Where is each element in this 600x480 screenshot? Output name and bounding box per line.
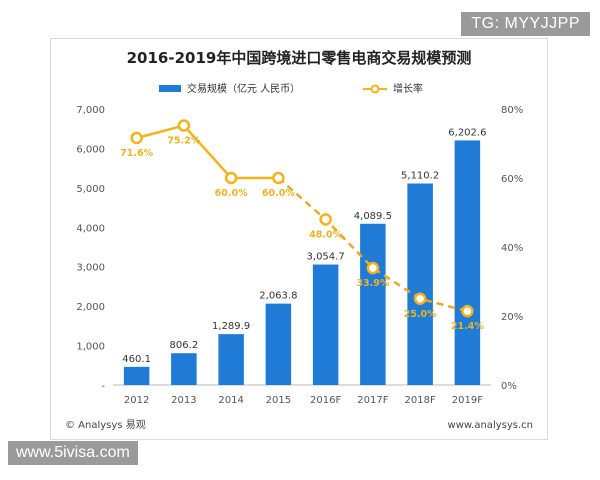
legend-line-label: 增长率 (393, 82, 423, 95)
growth-point (272, 171, 285, 185)
line-series (130, 119, 474, 318)
bar (123, 366, 150, 385)
bottom-watermark-tag: www.5ivisa.com (8, 441, 138, 465)
bar (407, 183, 433, 385)
growth-line-solid (136, 124, 279, 180)
x-tick-label: 2015 (266, 395, 291, 406)
y-right-tick-label: 80% (501, 105, 523, 116)
bar (265, 303, 292, 385)
footer-copyright: © Analysys 易观 (65, 420, 146, 431)
growth-point (366, 261, 380, 275)
axes: - 1,000 2,000 3,000 4,000 5,000 6,000 7,000 0% 20… (76, 105, 523, 406)
y-right-tick-label: 0% (501, 381, 517, 392)
legend-line-marker (370, 84, 380, 94)
legend-bar-swatch (159, 85, 181, 92)
x-tick-label: 2012 (124, 395, 149, 406)
bar-value-label: 3,054.7 (307, 252, 345, 263)
growth-point (224, 171, 238, 185)
bar (454, 140, 481, 385)
legend: 交易规模（亿元 人民币） 增长率 (159, 82, 423, 95)
growth-value-label: 71.6% (120, 148, 153, 159)
bar (312, 264, 339, 385)
chart-card: 2016-2019年中国跨境进口零售电商交易规模预测 交易规模（亿元 人民币） … (50, 38, 548, 440)
y-left-tick-label: 1,000 (76, 342, 105, 353)
y-left-tick-label: - (101, 381, 105, 392)
growth-point (130, 131, 143, 145)
growth-value-label: 21.4% (451, 321, 484, 332)
bar-value-label: 1,289.9 (212, 321, 250, 332)
growth-value-label: 75.2% (167, 136, 200, 147)
x-tick-label: 2017F (357, 395, 388, 406)
x-tick-label: 2019F (452, 395, 483, 406)
x-tick-label: 2018F (405, 395, 436, 406)
bar-value-label: 2,063.8 (259, 291, 297, 302)
y-left-tick-label: 2,000 (76, 302, 105, 313)
y-right-tick-label: 40% (501, 243, 523, 254)
bar-series (123, 140, 481, 385)
y-left-tick-label: 6,000 (76, 144, 105, 155)
data-labels: 460.1 806.2 1,289.9 2,063.8 3,054.7 4,089.5 5,… (120, 127, 486, 364)
x-tick-label: 2014 (218, 395, 243, 406)
y-left-tick-label: 4,000 (76, 223, 105, 234)
growth-value-label: 25.0% (404, 309, 437, 320)
y-right-tick-label: 20% (501, 312, 523, 323)
chart-title: 2016-2019年中国跨境进口零售电商交易规模预测 (127, 49, 472, 67)
growth-point (413, 292, 427, 305)
chart-canvas: 2016-2019年中国跨境进口零售电商交易规模预测 交易规模（亿元 人民币） … (76, 49, 523, 406)
growth-value-label: 48.0% (309, 229, 342, 240)
bar-value-label: 6,202.6 (448, 127, 486, 138)
footer-site: www.analysys.cn (447, 420, 533, 431)
y-left-tick-label: 7,000 (76, 105, 105, 116)
growth-value-label: 60.0% (262, 188, 295, 199)
y-left-tick-label: 5,000 (76, 184, 105, 195)
bar-value-label: 460.1 (122, 354, 151, 365)
growth-point (177, 119, 191, 132)
legend-bar-label: 交易规模（亿元 人民币） (187, 82, 300, 95)
bar-value-label: 806.2 (170, 340, 199, 351)
growth-value-label: 33.9% (356, 278, 389, 289)
bar-value-label: 5,110.2 (401, 171, 439, 182)
x-tick-label: 2013 (171, 395, 196, 406)
growth-point (319, 213, 332, 226)
bar (171, 353, 197, 385)
growth-line-dashed (277, 177, 468, 313)
bar (360, 223, 386, 385)
growth-point (461, 304, 474, 318)
top-watermark-tag: TG: MYYJJPP (461, 12, 590, 36)
y-left-tick-label: 3,000 (76, 263, 105, 274)
growth-value-label: 60.0% (215, 188, 248, 199)
bar-value-label: 4,089.5 (354, 211, 392, 222)
y-right-tick-label: 60% (501, 174, 523, 185)
bar (218, 334, 244, 385)
x-tick-label: 2016F (310, 395, 341, 406)
